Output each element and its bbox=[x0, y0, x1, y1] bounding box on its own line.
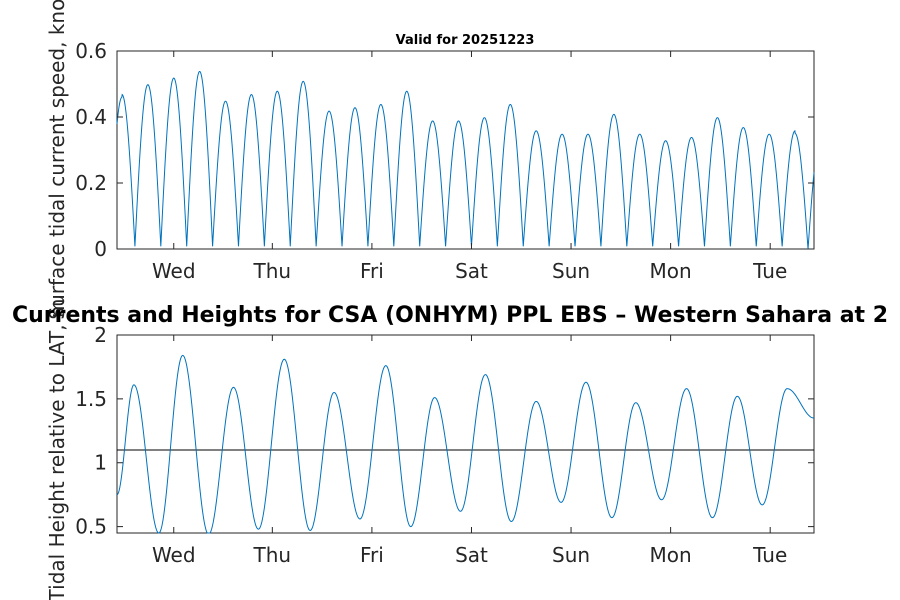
current-speed-title: Valid for 20251223 bbox=[396, 33, 535, 48]
current-speed-ytick-label: 0.6 bbox=[75, 39, 107, 63]
tidal-height-xtick-label: Sun bbox=[552, 543, 590, 567]
tidal-height-xtick-label: Thu bbox=[253, 543, 292, 567]
tidal-height-xtick-label: Fri bbox=[360, 543, 384, 567]
tidal-height-ytick-label: 1 bbox=[94, 451, 107, 475]
current-speed-xtick-label: Thu bbox=[253, 259, 292, 283]
current-speed-ytick-label: 0.4 bbox=[75, 105, 107, 129]
tidal-height-ytick-label: 1.5 bbox=[75, 387, 107, 411]
current-speed-ylabel: Surface tidal current speed, knots bbox=[45, 0, 69, 320]
current-speed-ytick-label: 0.2 bbox=[75, 171, 107, 195]
current-speed-ytick-label: 0 bbox=[94, 237, 107, 261]
current-speed-xtick-label: Mon bbox=[650, 259, 692, 283]
current-speed-xtick-label: Sat bbox=[455, 259, 488, 283]
current-speed-xtick-label: Tue bbox=[752, 259, 787, 283]
current-speed-xtick-label: Fri bbox=[360, 259, 384, 283]
tidal-height-ylabel: Tidal Height relative to LAT, m bbox=[45, 299, 69, 600]
tidal-height-plot-area bbox=[116, 334, 815, 534]
tidal-height-xtick-label: Wed bbox=[152, 543, 196, 567]
tidal-height-ytick-label: 0.5 bbox=[75, 515, 107, 539]
current-speed-xtick-label: Wed bbox=[152, 259, 196, 283]
current-speed-axes: 0 0.2 0.4 0.6 Wed Thu Fri Sat Sun Mon Tue Valid f… bbox=[45, 0, 815, 320]
tidal-height-xtick-label: Tue bbox=[752, 543, 787, 567]
current-speed-series-line bbox=[116, 71, 815, 250]
tidal-height-ytick-label: 2 bbox=[94, 323, 107, 347]
tidal-height-xtick-label: Sat bbox=[455, 543, 488, 567]
tidal-height-xtick-label: Mon bbox=[650, 543, 692, 567]
tidal-height-series-line bbox=[116, 354, 815, 534]
current-speed-xtick-label: Sun bbox=[552, 259, 590, 283]
current-speed-plot-area bbox=[116, 50, 815, 250]
main-title: Currents and Heights for CSA (ONHYM) PPL… bbox=[12, 303, 888, 328]
tidal-height-axes: 0.5 1 1.5 2 Wed Thu Fri Sat Sun Mon Tue Tidal Hei… bbox=[45, 299, 815, 600]
